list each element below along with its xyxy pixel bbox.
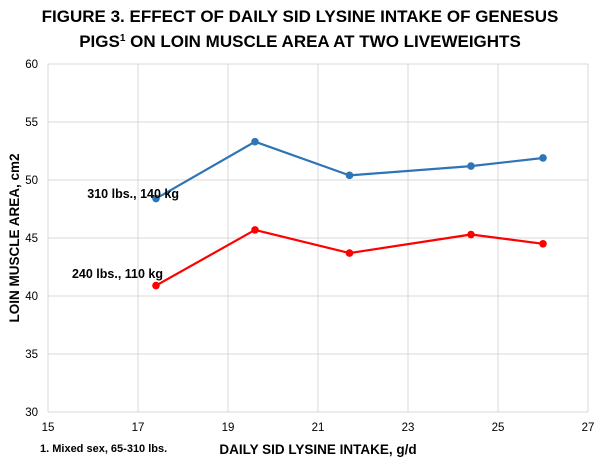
series-label-310: 310 lbs., 140 kg: [87, 187, 179, 201]
data-point: [251, 226, 259, 234]
data-point: [345, 171, 354, 180]
x-tick-label: 17: [132, 422, 145, 434]
y-tick-label: 35: [25, 349, 38, 361]
series-label-240: 240 lbs., 110 kg: [72, 267, 163, 281]
chart-title-line1: FIGURE 3. EFFECT OF DAILY SID LYSINE INT…: [42, 7, 559, 26]
footnote: 1. Mixed sex, 65-310 lbs.: [40, 443, 167, 455]
y-tick-label: 40: [25, 291, 38, 303]
x-axis-label: DAILY SID LYSINE INTAKE, g/d: [219, 442, 416, 457]
data-point: [345, 249, 354, 257]
x-tick-label: 19: [222, 422, 235, 434]
y-tick-labels: 30 35 40 45 50 55 60: [25, 59, 38, 419]
x-tick-label: 15: [42, 422, 55, 434]
y-axis-label: LOIN MUSCLE AREA, cm2: [7, 153, 22, 322]
y-tick-label: 60: [25, 59, 38, 71]
x-tick-label: 23: [402, 422, 415, 434]
gridlines: [47, 63, 589, 413]
chart-title-line2: PIGS1 ON LOIN MUSCLE AREA AT TWO LIVEWEI…: [79, 32, 521, 51]
series-1: [152, 226, 547, 290]
data-point: [152, 281, 160, 290]
x-tick-label: 27: [582, 422, 595, 434]
chart-title-line2-pre: PIGS: [79, 32, 120, 51]
data-point: [467, 162, 475, 170]
y-tick-label: 30: [25, 407, 38, 419]
x-tick-label: 25: [492, 422, 505, 434]
data-point: [539, 240, 547, 248]
y-tick-label: 50: [25, 175, 38, 187]
x-tick-label: 21: [312, 422, 325, 434]
series-0: [152, 137, 547, 203]
series-layer: [152, 137, 547, 290]
x-tick-labels: 15 17 19 21 23 25 27: [42, 422, 595, 434]
y-tick-label: 55: [25, 117, 38, 129]
data-point: [467, 230, 475, 239]
data-point: [152, 194, 160, 203]
series-line: [155, 140, 544, 200]
data-point: [251, 137, 259, 146]
y-tick-label: 45: [25, 233, 38, 245]
data-point: [539, 154, 547, 162]
chart-title-line2-post: ON LOIN MUSCLE AREA AT TWO LIVEWEIGHTS: [125, 32, 520, 51]
chart-title-footnote-mark: 1: [120, 33, 126, 44]
